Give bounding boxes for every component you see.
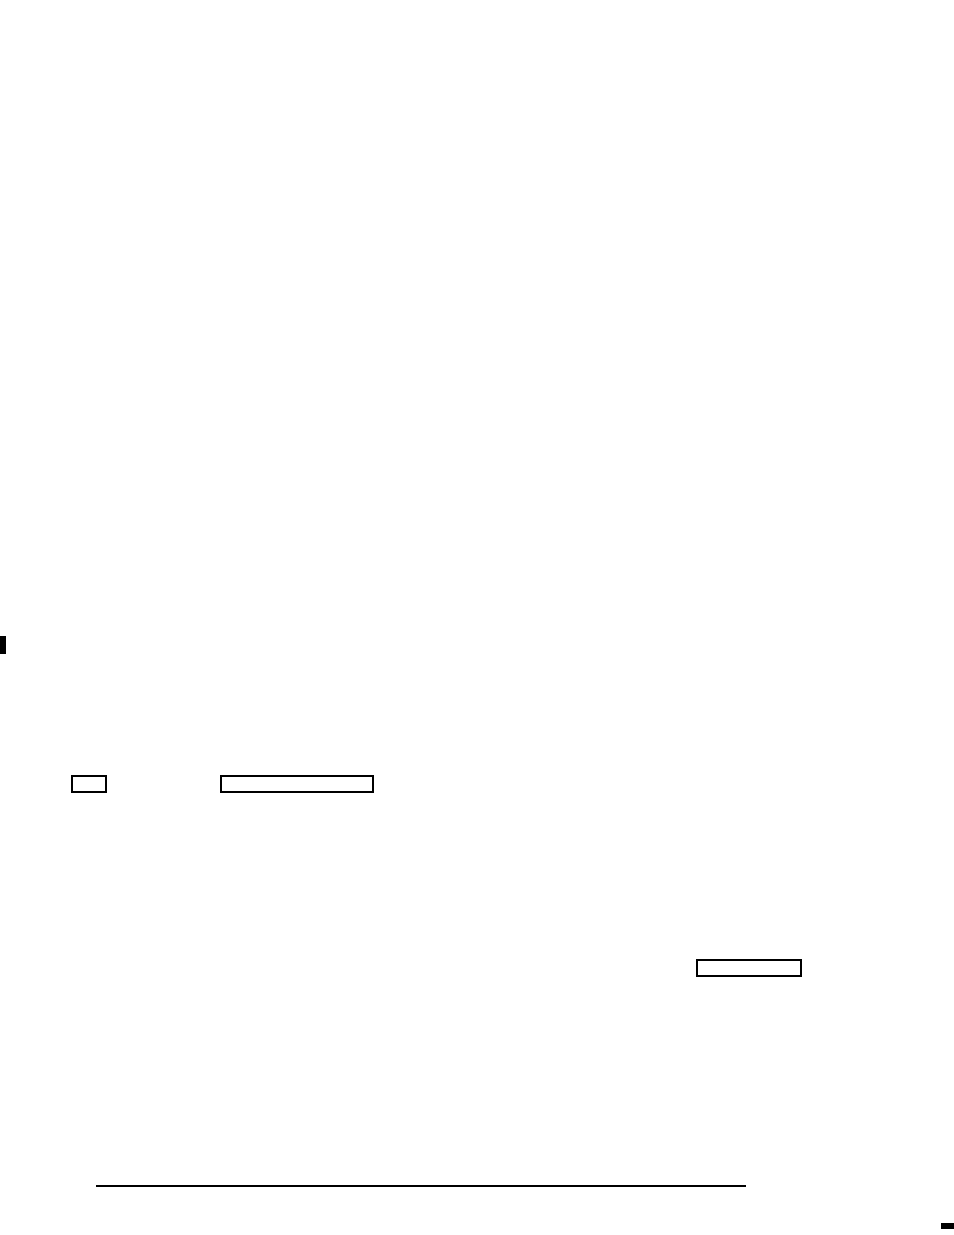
box-1 xyxy=(71,775,107,793)
left-edge-mark xyxy=(0,636,6,654)
box-3 xyxy=(696,959,802,977)
horizontal-rule xyxy=(96,1185,746,1187)
box-2 xyxy=(220,775,374,793)
corner-mark xyxy=(941,1223,954,1229)
